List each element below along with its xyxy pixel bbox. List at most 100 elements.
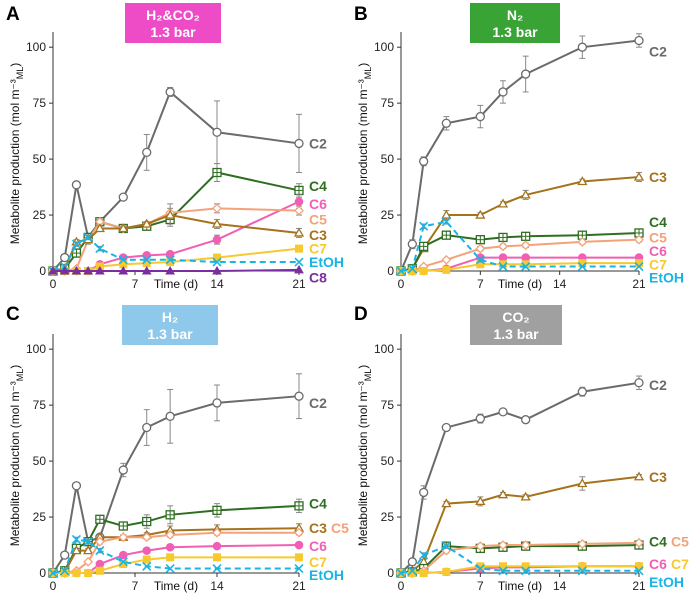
panel-c-point-c4: [294, 501, 304, 511]
panel-c-point-etoh: [48, 568, 58, 578]
panel-c-y-label-end: ): [8, 365, 22, 369]
panel-d-point-c2: [407, 557, 417, 567]
panel-d-point-c5: [520, 540, 531, 550]
panel-b-point-c4: [441, 230, 451, 240]
panel-a-point-c4: [294, 185, 304, 196]
panel-b-point-etoh-b: [577, 261, 587, 272]
panel-a-point-etoh: [212, 257, 222, 267]
panel-d-point-etoh-b: [498, 566, 508, 576]
panel-b-series-c4: [396, 228, 644, 276]
panel-d-xtick-label: 14: [553, 579, 567, 593]
panel-d-label-c6: C6: [649, 556, 667, 572]
panel-a-line-c5: [53, 207, 300, 272]
panel-d-point-c2: [475, 413, 485, 424]
panel-b-y-label-sub: ML: [363, 67, 373, 80]
panel-b-point-c2: [498, 87, 508, 97]
panel-a-point-c6: [165, 249, 175, 259]
panel-a-xtick-label: 14: [210, 277, 224, 291]
panel-b-letter: B: [354, 4, 368, 25]
panel-b-xtick-label: 7: [477, 277, 484, 291]
panel-a-label-c3: C3: [309, 227, 327, 243]
panel-c-point-c4: [95, 514, 105, 524]
panel-d-label-c7: C7: [671, 556, 689, 572]
panel-b-point-c7: [419, 267, 428, 275]
panel-c-ytick-label: 0: [39, 566, 46, 580]
panel-a-ytick-label: 0: [39, 264, 46, 278]
panel-d-point-c5: [634, 537, 644, 548]
panel-c-title: H₂: [162, 309, 178, 325]
panel-d-ytick-label: 0: [387, 566, 394, 580]
panel-a-xtick-label: 21: [292, 277, 306, 291]
panel-b-point-etoh-b: [475, 255, 485, 265]
panel-c-series-etoh: [48, 534, 304, 578]
panel-a-point-c2: [212, 127, 222, 137]
panel-c-point-etoh-b: [71, 534, 81, 544]
panel-a-point-c8: [141, 265, 152, 275]
panel-a-line-etoh: [52, 236, 299, 272]
panel-b-point-etoh: [634, 261, 644, 272]
panel-c-point-c2: [71, 481, 82, 491]
panel-b-point-etoh-b: [396, 266, 406, 276]
panel-c-point-c6: [165, 542, 175, 552]
panel-a-point-c8: [294, 264, 304, 274]
panel-c-point-c7: [72, 569, 81, 577]
panel-b-label-c2: C2: [649, 44, 667, 60]
panel-c-subtitle: 1.3 bar: [147, 326, 193, 342]
panel-b-point-etoh: [396, 266, 406, 276]
panel-b-point-etoh: [419, 221, 429, 231]
panel-c-point-c4: [142, 516, 152, 527]
panel-b-point-c7: [442, 265, 451, 274]
panel-b-point-c3: [520, 189, 531, 199]
panel-d-point-etoh: [498, 566, 508, 576]
panel-a-point-c4: [212, 167, 222, 178]
panel-d-label-etoh: EtOH: [649, 574, 684, 590]
panel-b-title: N₂: [507, 7, 523, 23]
panel-b-y-label-main: Metabolite production (mol m⁻³: [356, 79, 370, 244]
panel-d-y-label-sub: ML: [363, 369, 373, 382]
panel-a-label-c6: C6: [309, 196, 327, 212]
panel-d-point-c2: [634, 378, 644, 388]
panel-b-point-c2: [634, 35, 644, 46]
panel-b-point-c2: [441, 118, 451, 128]
panel-a-ytick-label: 50: [33, 152, 47, 166]
panel-a-series-c2: [48, 86, 304, 276]
panel-c-label-c2: C2: [309, 395, 327, 411]
panel-c-point-etoh: [142, 561, 152, 571]
panel-d-point-etoh: [521, 566, 531, 576]
panel-a-point-c8: [94, 265, 105, 275]
panel-c-point-etoh-b: [294, 563, 304, 574]
panel-d-point-c2: [521, 415, 531, 425]
panel-c-point-c4: [212, 505, 222, 515]
panel-a-point-c7: [166, 258, 175, 267]
panel-c-point-c2: [118, 465, 128, 475]
panel-b-subtitle: 1.3 bar: [492, 24, 538, 40]
panel-d-xtick-label: 21: [632, 579, 646, 593]
panel-a-point-c6: [294, 197, 304, 206]
panel-a-line-c4: [52, 171, 300, 272]
panel-d-ytick-label: 75: [381, 398, 395, 412]
panel-b-label-etoh: EtOH: [649, 270, 684, 286]
panel-d-xtick-label: 0: [398, 579, 405, 593]
panel-b-point-c2: [521, 69, 531, 79]
panel-a-point-c2: [142, 147, 152, 158]
panel-c-point-c7: [166, 553, 175, 562]
panel-c-ytick-label: 100: [26, 342, 46, 356]
panel-c-x-label: Time (d): [154, 579, 198, 593]
panel-b-series-etoh: [396, 217, 644, 276]
panel-c-line-c7: [53, 556, 299, 574]
panel-c-ytick-label: 75: [33, 398, 47, 412]
panel-b-point-c3: [441, 209, 452, 219]
panel-d-series-c6: [396, 561, 644, 578]
panel-c-title-box: [122, 305, 218, 345]
panel-b-xtick-label: 21: [632, 277, 646, 291]
panel-d-point-etoh-b: [634, 566, 644, 576]
panel-a-point-c6: [212, 235, 222, 244]
panel-c-xtick-label: 7: [132, 579, 139, 593]
panel-b-ytick-label: 50: [381, 152, 395, 166]
panel-c-line-c3: [52, 527, 300, 574]
panel-a-point-etoh-b: [83, 232, 93, 242]
panel-a-x-label: Time (d): [154, 277, 198, 291]
panel-c-point-etoh: [95, 546, 105, 556]
panel-b-point-c4: [475, 235, 485, 245]
panel-d-point-etoh-b: [475, 563, 485, 574]
